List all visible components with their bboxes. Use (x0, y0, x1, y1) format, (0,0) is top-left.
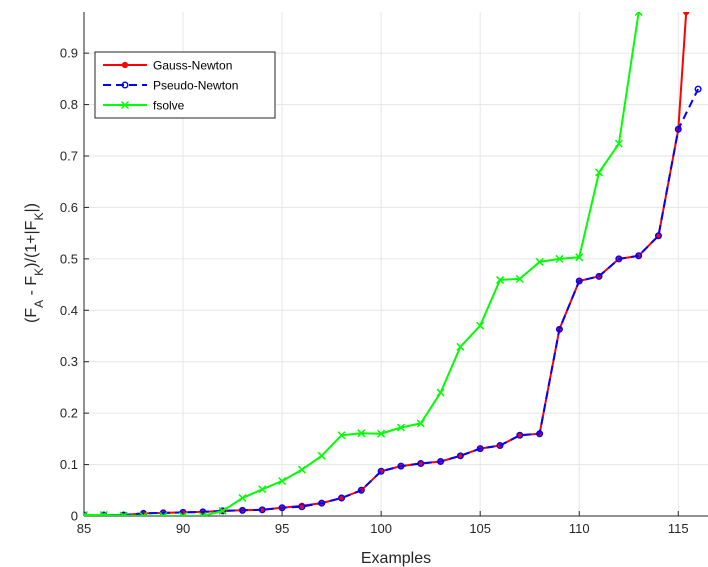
data-point (476, 445, 484, 453)
y-tick-label: 0.8 (60, 97, 78, 112)
data-point (495, 275, 505, 284)
data-point (595, 272, 603, 280)
data-point (635, 252, 643, 260)
grid (83, 12, 708, 517)
data-point (84, 510, 89, 516)
data-point (615, 255, 623, 263)
data-point (397, 462, 405, 470)
x-tick-label: 100 (370, 521, 392, 536)
data-point (179, 511, 188, 516)
x-tick-label: 115 (668, 521, 689, 536)
data-point (535, 257, 544, 266)
data-point (575, 277, 583, 285)
data-point (536, 430, 544, 438)
y-tick-label: 0.5 (60, 251, 78, 266)
legend-marker (121, 81, 129, 89)
data-point (674, 125, 682, 133)
x-tick-label: 85 (77, 521, 91, 536)
data-point (338, 494, 346, 502)
series-pseudo-newton (84, 85, 702, 516)
legend-label: Gauss-Newton (153, 59, 232, 73)
legend-item-gauss-newton: Gauss-Newton (103, 59, 232, 73)
data-point (634, 12, 643, 17)
series-fsolve (84, 12, 643, 516)
data-point (297, 465, 306, 474)
y-tick-label: 0.6 (60, 200, 78, 215)
data-point (199, 508, 207, 516)
data-point (238, 506, 246, 514)
data-point (417, 460, 425, 468)
data-point (218, 506, 227, 515)
data-point (694, 85, 702, 93)
data-point (357, 429, 366, 438)
x-tick-label: 110 (569, 521, 590, 536)
data-point (318, 499, 326, 507)
y-tick-label: 0 (71, 509, 78, 524)
legend-label: Pseudo-Newton (153, 79, 238, 93)
data-point (258, 485, 267, 494)
data-point (575, 253, 584, 262)
y-axis-title: (FA - FK)/(1+|FK|) (23, 203, 46, 323)
data-point (654, 232, 662, 240)
y-tick-label: 0.7 (60, 149, 78, 164)
y-tick-label: 0.3 (60, 354, 78, 369)
data-point (476, 321, 485, 330)
data-point (683, 12, 690, 16)
data-point (198, 511, 207, 516)
data-point (456, 342, 465, 351)
y-tick-label: 0.4 (60, 303, 78, 318)
data-point (595, 168, 604, 177)
data-point (278, 504, 286, 512)
data-point (456, 452, 464, 460)
legend-marker (121, 61, 129, 69)
data-point (139, 511, 148, 516)
data-point (278, 476, 287, 486)
series-lines (84, 12, 702, 516)
y-tick-label: 0.1 (60, 457, 78, 472)
legend: Gauss-Newton Pseudo-Newton fsolve (94, 51, 276, 119)
x-tick-label: 105 (469, 521, 491, 536)
data-point (99, 510, 108, 516)
data-point (258, 506, 266, 514)
data-point (337, 431, 346, 440)
series-line-pseudo-newton (84, 88, 699, 516)
data-point (555, 254, 564, 263)
data-point (555, 325, 563, 333)
legend-label: fsolve (153, 99, 185, 113)
x-tick-label: 90 (176, 521, 190, 536)
data-point (357, 486, 365, 494)
data-point (614, 139, 623, 148)
data-point (377, 429, 386, 438)
data-point (516, 431, 524, 439)
y-tick-label: 0.2 (60, 406, 78, 421)
data-point (416, 419, 425, 428)
legend-item-fsolve: fsolve (103, 99, 185, 113)
x-tick-label: 95 (275, 521, 289, 536)
x-axis-title: Examples (361, 550, 431, 567)
data-point (436, 388, 445, 397)
tick-labels: 85 90 95 100 105 110 115 0 0.1 0.2 0.3 0.4 0.5 0.6 0.7… (60, 46, 689, 536)
data-point (298, 503, 306, 511)
data-point (437, 457, 445, 465)
legend-marker (120, 100, 130, 110)
legend-item-pseudo-newton: Pseudo-Newton (103, 79, 238, 93)
y-tick-label: 0.9 (60, 46, 78, 61)
data-point (515, 274, 524, 283)
data-point (396, 423, 405, 432)
data-point (119, 511, 128, 516)
data-point (496, 442, 504, 450)
svg-text:(FA - FK)/(1+|FK|): (FA - FK)/(1+|FK|) (23, 203, 46, 323)
data-point (238, 493, 247, 503)
data-point (317, 451, 326, 460)
data-point (159, 511, 168, 516)
data-point (377, 467, 385, 475)
